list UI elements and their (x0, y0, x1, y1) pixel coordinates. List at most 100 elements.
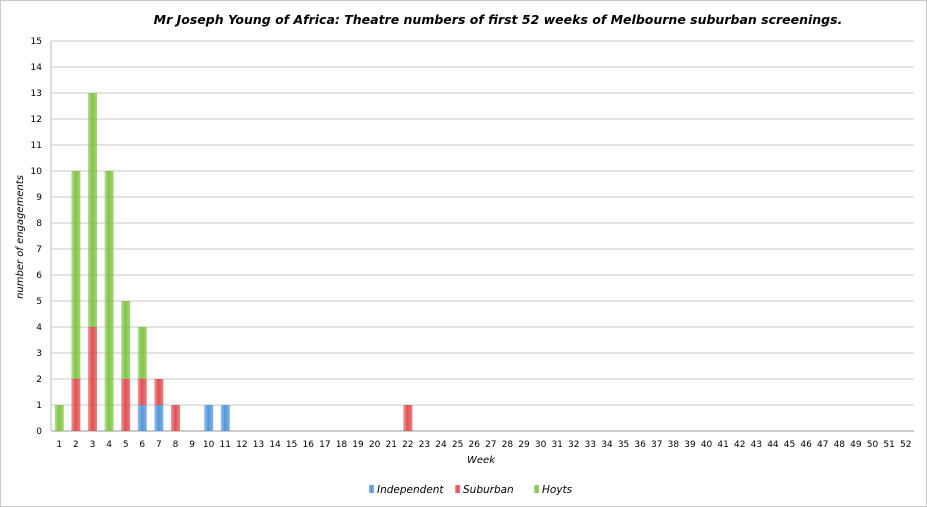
x-tick-label: 12 (236, 440, 247, 450)
y-axis-label: number of engagements (15, 175, 26, 299)
bar-hoyts-week-5 (121, 301, 131, 379)
legend-label-suburban: Suburban (463, 484, 514, 496)
legend-label-hoyts: Hoyts (542, 484, 573, 496)
x-tick-label: 45 (784, 440, 795, 450)
x-tick-label: 15 (286, 440, 297, 450)
y-tick-label: 0 (36, 427, 42, 437)
x-tick-label: 50 (867, 440, 879, 450)
x-tick-label: 1 (56, 440, 62, 450)
gridlines (50, 40, 914, 432)
y-tick-label: 6 (36, 271, 42, 281)
bar-suburban-week-8 (170, 405, 180, 431)
x-tick-label: 16 (303, 440, 315, 450)
y-tick-label: 8 (36, 219, 42, 229)
bar-hoyts-week-1 (54, 405, 64, 431)
chart-title: Mr Joseph Young of Africa: Theatre numbe… (154, 12, 843, 27)
bars (54, 93, 413, 431)
y-tick-label: 5 (36, 297, 42, 307)
x-tick-label: 2 (73, 440, 79, 450)
x-tick-label: 40 (701, 440, 713, 450)
x-tick-label: 27 (485, 440, 496, 450)
x-tick-label: 39 (684, 440, 696, 450)
x-tick-label: 25 (452, 440, 463, 450)
x-tick-label: 30 (535, 440, 547, 450)
bar-independent-week-7 (154, 405, 164, 431)
y-tick-label: 15 (31, 37, 42, 47)
x-tick-label: 6 (139, 440, 145, 450)
bar-suburban-week-3 (87, 327, 97, 431)
bar-suburban-week-22 (403, 405, 413, 431)
x-tick-label: 48 (834, 440, 846, 450)
x-tick-label: 3 (90, 440, 96, 450)
bar-hoyts-week-4 (104, 171, 114, 431)
bar-suburban-week-6 (137, 379, 147, 405)
x-tick-label: 18 (336, 440, 348, 450)
bar-hoyts-week-6 (137, 327, 147, 379)
x-tick-label: 38 (668, 440, 680, 450)
bar-hoyts-week-2 (71, 171, 81, 379)
x-tick-label: 11 (220, 440, 231, 450)
x-tick-label: 42 (734, 440, 745, 450)
y-tick-label: 2 (36, 375, 42, 385)
x-tick-label: 32 (568, 440, 579, 450)
x-tick-label: 34 (601, 440, 613, 450)
bar-hoyts-week-3 (87, 93, 97, 327)
y-tick-label: 7 (36, 245, 42, 255)
y-tick-label: 4 (36, 323, 42, 333)
bar-independent-week-6 (137, 405, 147, 431)
legend-swatch-suburban (455, 485, 460, 493)
y-tick-label: 1 (36, 401, 42, 411)
y-tick-label: 9 (36, 193, 42, 203)
x-tick-label: 44 (767, 440, 779, 450)
bar-independent-week-10 (204, 405, 214, 431)
x-tick-label: 49 (850, 440, 862, 450)
x-tick-label: 26 (468, 440, 480, 450)
x-tick-label: 21 (385, 440, 396, 450)
x-tick-label: 41 (717, 440, 728, 450)
x-tick-label: 31 (551, 440, 562, 450)
y-tick-label: 11 (31, 141, 42, 151)
x-tick-label: 29 (518, 440, 530, 450)
y-tick-label: 12 (31, 115, 42, 125)
x-tick-label: 28 (502, 440, 514, 450)
bar-suburban-week-7 (154, 379, 164, 405)
legend-swatch-independent (369, 485, 374, 493)
x-tick-label: 14 (269, 440, 281, 450)
legend-swatch-hoyts (534, 485, 539, 493)
x-tick-label: 9 (189, 440, 195, 450)
x-tick-labels: 1 2 3 4 5 6 7 8 9 10 11 12 13 14 15 16 17 18 19 20 21 22 23 24 2… (56, 440, 911, 450)
x-tick-label: 7 (156, 440, 162, 450)
x-tick-label: 5 (123, 440, 129, 450)
y-tick-label: 10 (31, 167, 43, 177)
x-tick-label: 46 (800, 440, 812, 450)
x-tick-label: 20 (369, 440, 381, 450)
x-tick-label: 24 (435, 440, 447, 450)
x-tick-label: 36 (634, 440, 646, 450)
x-tick-label: 17 (319, 440, 330, 450)
x-tick-label: 13 (253, 440, 264, 450)
x-tick-label: 4 (106, 440, 112, 450)
bar-independent-week-11 (220, 405, 230, 431)
y-tick-label: 13 (31, 89, 42, 99)
legend: Independent Suburban Hoyts (369, 484, 573, 496)
y-tick-label: 3 (36, 349, 42, 359)
x-tick-label: 8 (173, 440, 179, 450)
bar-suburban-week-2 (71, 379, 81, 431)
legend-label-independent: Independent (377, 484, 444, 496)
x-tick-label: 22 (402, 440, 413, 450)
x-tick-label: 19 (352, 440, 364, 450)
bar-suburban-week-5 (121, 379, 131, 431)
x-axis-label: Week (467, 455, 496, 466)
x-tick-label: 37 (651, 440, 662, 450)
x-tick-label: 52 (900, 440, 911, 450)
x-tick-label: 35 (618, 440, 629, 450)
x-tick-label: 23 (419, 440, 430, 450)
y-tick-label: 14 (31, 63, 43, 73)
x-tick-label: 10 (203, 440, 215, 450)
x-tick-label: 51 (883, 440, 894, 450)
x-tick-label: 43 (751, 440, 762, 450)
x-tick-label: 33 (585, 440, 596, 450)
